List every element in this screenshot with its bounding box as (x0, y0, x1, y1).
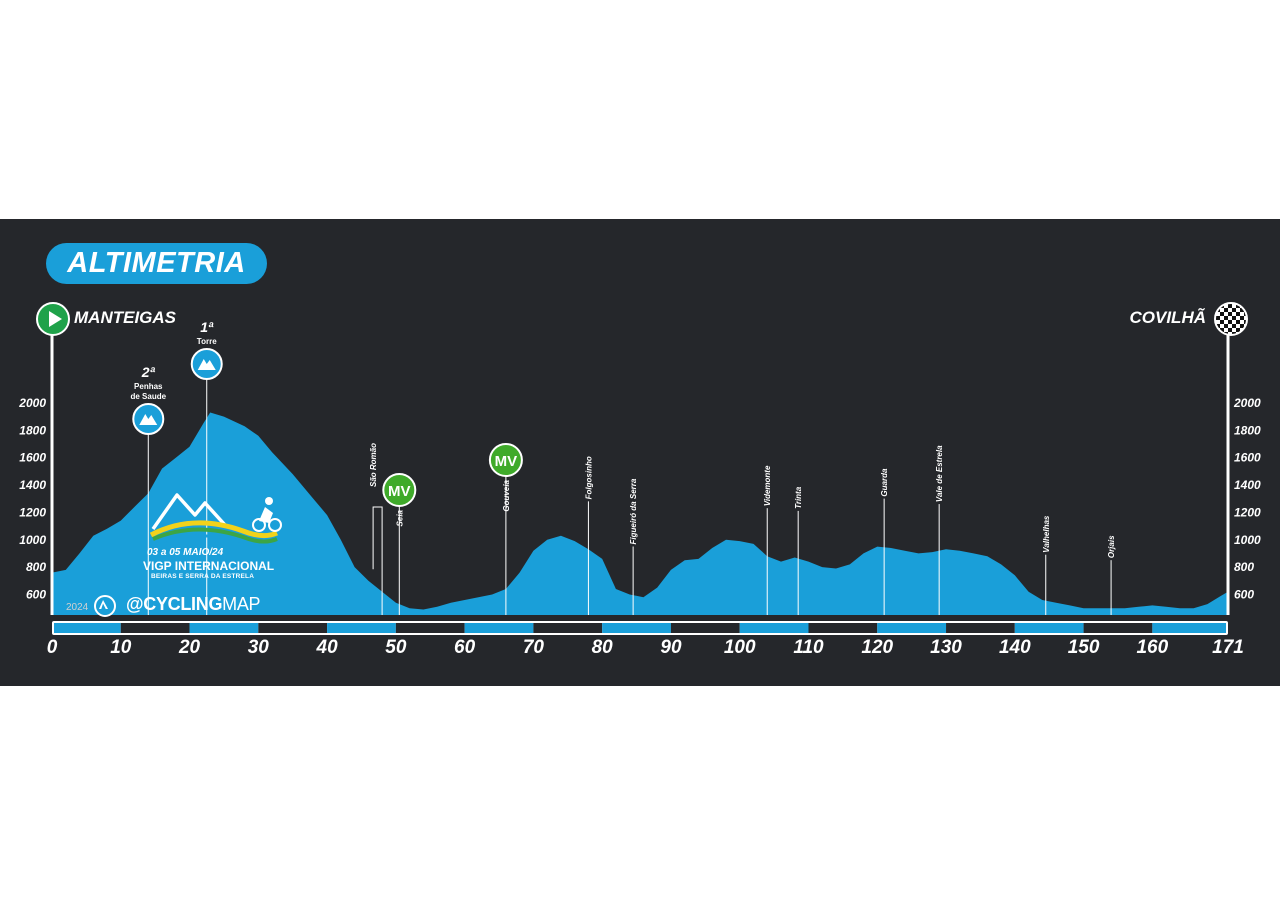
y-tick-label-right: 1200 (1234, 505, 1261, 519)
town-label: Valhelhas (1042, 515, 1051, 553)
x-tick-label: 0 (47, 637, 58, 658)
race-logo: 03 a 05 MAIO/24 VIGP INTERNACIONAL BEIRA… (143, 491, 283, 581)
town-label: Folgosinho (584, 456, 593, 499)
town-label: Seia (395, 509, 404, 526)
town-label: Guarda (880, 468, 889, 497)
town-label: Gouveia (502, 479, 511, 511)
x-tick-label: 90 (660, 637, 682, 658)
km-scale-segment (602, 623, 671, 633)
altimetry-panel: 600 600 800 800 1000 1000 1200 1200 1400 1400 1600… (0, 219, 1280, 686)
x-tick-label: 60 (454, 637, 476, 658)
town-label: Figueiró da Serra (629, 478, 638, 544)
credit-brand-prefix: @CYCLING (126, 594, 223, 614)
km-scale-segment (533, 623, 603, 633)
x-tick-label: 150 (1068, 637, 1100, 658)
climb-category: 1ª (200, 319, 214, 335)
x-tick-label: 50 (385, 637, 407, 658)
x-tick-label: 100 (724, 637, 756, 658)
sprint-label: MV (495, 453, 518, 470)
y-tick-label-left: 1200 (19, 505, 46, 519)
km-scale-segment (464, 623, 534, 633)
y-tick-label-left: 1400 (19, 478, 46, 492)
y-tick-label-right: 1400 (1234, 478, 1261, 492)
town-label: Orjais (1107, 535, 1116, 558)
credit-year: 2024 (66, 602, 89, 613)
y-tick-label-left: 600 (26, 587, 46, 601)
credit-brand-suffix: MAP (222, 594, 261, 614)
climb-name: Penhas (134, 382, 163, 391)
y-tick-label-right: 800 (1234, 560, 1254, 574)
y-tick-label-right: 2000 (1233, 396, 1261, 410)
mountain-logo-icon (149, 493, 282, 547)
km-scale-segment (1014, 623, 1084, 633)
km-scale-segment (258, 623, 328, 633)
km-scale-segment (54, 623, 121, 633)
cyclingmap-logo-icon (94, 595, 116, 617)
x-tick-label: 160 (1136, 637, 1168, 658)
x-tick-label: 20 (178, 637, 201, 658)
climb-name: Torre (197, 337, 217, 346)
credit-brand: @CYCLINGMAP (126, 594, 261, 615)
km-scale-segment (1152, 623, 1226, 633)
km-scale-segment (739, 623, 809, 633)
x-tick-label: 10 (110, 637, 132, 658)
x-tick-label: 130 (930, 637, 962, 658)
y-tick-label-right: 1800 (1234, 423, 1261, 437)
checkered-flag-icon (1214, 302, 1248, 336)
play-icon (36, 302, 70, 336)
y-tick-label-left: 2000 (18, 396, 46, 410)
y-tick-label-left: 800 (26, 560, 46, 574)
km-scale-segment (189, 623, 259, 633)
y-tick-label-right: 1600 (1234, 451, 1261, 465)
town-label: Trinta (794, 486, 803, 509)
finish-town-label: COVILHÃ (1129, 308, 1207, 327)
mountain-glyph (197, 359, 216, 370)
km-scale-segment (1083, 623, 1153, 633)
climb-category: 2ª (141, 364, 156, 380)
x-tick-label: 30 (248, 637, 270, 658)
town-pole (372, 506, 383, 615)
x-tick-label: 140 (999, 637, 1031, 658)
town-label: Videmonte (763, 465, 772, 506)
x-tick-label: 70 (523, 637, 545, 658)
town-label: São Romão (369, 443, 378, 487)
race-name: VIGP INTERNACIONAL (143, 559, 275, 573)
km-scale-segment (120, 623, 190, 633)
y-tick-label-right: 1000 (1234, 533, 1261, 547)
mountain-glyph (139, 414, 158, 425)
sprint-label: MV (388, 483, 411, 500)
x-tick-label: 120 (861, 637, 893, 658)
town-label: Vale de Estrela (935, 445, 944, 502)
y-tick-label-left: 1000 (19, 533, 46, 547)
x-tick-label: 80 (592, 637, 614, 658)
y-tick-label-right: 600 (1234, 587, 1254, 601)
y-tick-label-left: 1600 (19, 451, 46, 465)
elevation-area (52, 412, 1228, 615)
x-tick-label: 110 (793, 637, 824, 658)
x-tick-label: 40 (316, 637, 339, 658)
km-scale-segment (877, 623, 947, 633)
climb-name: de Saude (130, 392, 166, 401)
km-scale-segment (327, 623, 396, 633)
km-scale-segment (395, 623, 465, 633)
race-subtitle: BEIRAS E SERRA DA ESTRELA (151, 573, 255, 580)
x-tick-label: 171 (1212, 637, 1244, 658)
km-scale-segment (670, 623, 740, 633)
y-tick-label-left: 1800 (19, 423, 46, 437)
start-town-label: MANTEIGAS (74, 308, 176, 327)
km-scale-segment (808, 623, 878, 633)
sprint-marker (382, 473, 417, 507)
km-scale-segment (946, 623, 1015, 633)
race-dates: 03 a 05 MAIO/24 (147, 547, 224, 558)
sprint-marker (488, 443, 523, 477)
chart-title: ALTIMETRIA (46, 243, 267, 284)
